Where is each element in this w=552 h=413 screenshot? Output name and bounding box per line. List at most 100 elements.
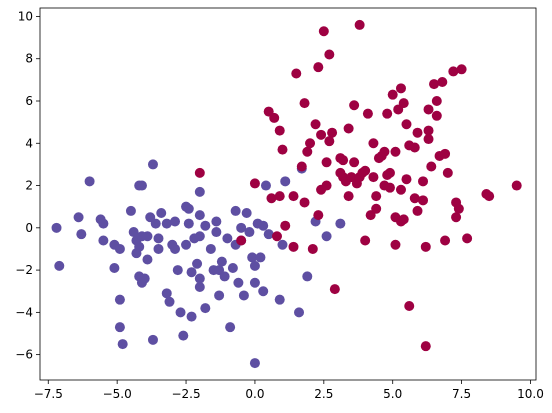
data-point-series1-41 [349, 157, 360, 168]
data-point-series0-22 [139, 273, 150, 284]
y-tick-label: 2 [25, 179, 33, 193]
data-point-series0-78 [249, 260, 260, 271]
y-tick-label: 6 [25, 94, 33, 108]
data-point-series1-71 [398, 214, 409, 225]
data-point-series0-60 [211, 216, 222, 227]
x-tick-label: 7.5 [452, 387, 471, 401]
data-point-series1-13 [291, 68, 302, 79]
data-point-series0-34 [161, 218, 172, 229]
x-tick-label: 5.0 [383, 387, 402, 401]
data-point-series0-48 [186, 311, 197, 322]
data-point-series1-29 [324, 49, 335, 60]
data-point-series1-6 [271, 231, 282, 242]
data-point-series0-30 [153, 233, 164, 244]
data-point-series0-72 [236, 222, 247, 233]
data-point-series0-14 [125, 205, 136, 216]
data-point-series1-31 [329, 284, 340, 295]
data-point-series1-86 [423, 104, 434, 115]
x-axis: −7.5 −5.0 −2.5 0.0 2.5 5.0 7.5 10.0 [34, 380, 544, 401]
y-tick-label: −2 [15, 263, 33, 277]
data-point-series0-38 [170, 216, 181, 227]
data-point-series1-25 [318, 26, 329, 37]
data-point-series0-65 [219, 271, 230, 282]
data-point-series1-92 [437, 76, 448, 87]
data-point-series1-62 [387, 89, 398, 100]
x-tick-label: −5.0 [103, 387, 132, 401]
y-tick-label: −4 [15, 305, 33, 319]
data-point-series0-33 [156, 208, 167, 219]
data-point-series0-79 [249, 277, 260, 288]
data-point-series1-12 [288, 241, 299, 252]
data-point-series1-84 [423, 125, 434, 136]
y-tick-label: 8 [25, 52, 33, 66]
data-point-series0-41 [175, 307, 186, 318]
plot-frame [39, 7, 537, 381]
data-point-series0-42 [178, 330, 189, 341]
x-tick-label: −2.5 [171, 387, 200, 401]
data-point-series0-61 [211, 227, 222, 238]
data-point-series0-29 [150, 218, 161, 229]
data-point-series0-1 [54, 260, 65, 271]
data-point-series1-35 [338, 155, 349, 166]
data-point-series0-50 [192, 258, 203, 269]
data-point-series0-35 [161, 288, 172, 299]
data-point-series1-88 [429, 79, 440, 90]
data-point-series0-84 [258, 220, 269, 231]
data-point-series0-25 [134, 241, 145, 252]
data-point-series1-53 [371, 203, 382, 214]
data-point-series1-81 [418, 176, 429, 187]
data-point-series1-50 [368, 138, 379, 149]
data-point-series1-78 [412, 127, 423, 138]
data-point-series1-57 [379, 146, 390, 157]
data-point-series1-93 [440, 148, 451, 159]
data-point-series0-31 [153, 243, 164, 254]
data-point-series1-87 [426, 161, 437, 172]
data-point-series0-19 [136, 180, 147, 191]
data-point-series0-86 [263, 229, 274, 240]
data-point-series1-21 [313, 62, 324, 73]
data-point-series1-61 [384, 182, 395, 193]
y-tick-label: 4 [25, 136, 33, 150]
data-point-series1-80 [418, 195, 429, 206]
points-layer [51, 19, 522, 369]
data-point-series0-67 [225, 322, 236, 333]
data-point-series0-10 [114, 294, 125, 305]
data-point-series0-74 [238, 290, 249, 301]
data-point-series1-82 [420, 241, 431, 252]
data-point-series0-90 [294, 307, 305, 318]
data-point-series1-19 [307, 243, 318, 254]
data-point-series1-73 [401, 174, 412, 185]
x-tick-label: −7.5 [34, 387, 63, 401]
y-axis: −6 −4 −2 0 2 4 6 8 10 [15, 9, 40, 362]
data-point-series1-101 [462, 233, 473, 244]
data-point-series0-53 [194, 231, 205, 242]
data-point-series0-71 [233, 277, 244, 288]
data-point-series0-9 [109, 262, 120, 273]
y-tick-label: 0 [25, 221, 33, 235]
data-point-series1-79 [412, 205, 423, 216]
data-point-series1-28 [324, 136, 335, 147]
data-point-series0-0 [51, 222, 62, 233]
data-point-series0-40 [172, 265, 183, 276]
data-point-series1-96 [448, 66, 459, 77]
y-tick-label: 10 [18, 9, 33, 23]
data-point-series1-2 [249, 178, 260, 189]
data-point-series1-11 [288, 191, 299, 202]
data-point-series0-7 [98, 235, 109, 246]
data-point-series0-12 [117, 339, 128, 350]
data-point-series1-48 [362, 108, 373, 119]
data-point-series1-0 [194, 167, 205, 178]
data-point-series1-15 [299, 197, 310, 208]
data-point-series1-99 [453, 203, 464, 214]
data-point-series1-51 [368, 172, 379, 183]
data-point-series1-63 [390, 146, 401, 157]
data-point-series0-11 [114, 322, 125, 333]
data-point-series0-24 [136, 231, 147, 242]
data-point-series0-3 [76, 229, 87, 240]
y-tick-label: −6 [15, 348, 33, 362]
data-point-series1-5 [269, 112, 280, 123]
data-point-series0-58 [205, 243, 216, 254]
data-point-series1-103 [484, 191, 495, 202]
data-point-series1-40 [349, 100, 360, 111]
data-point-series0-45 [183, 203, 194, 214]
